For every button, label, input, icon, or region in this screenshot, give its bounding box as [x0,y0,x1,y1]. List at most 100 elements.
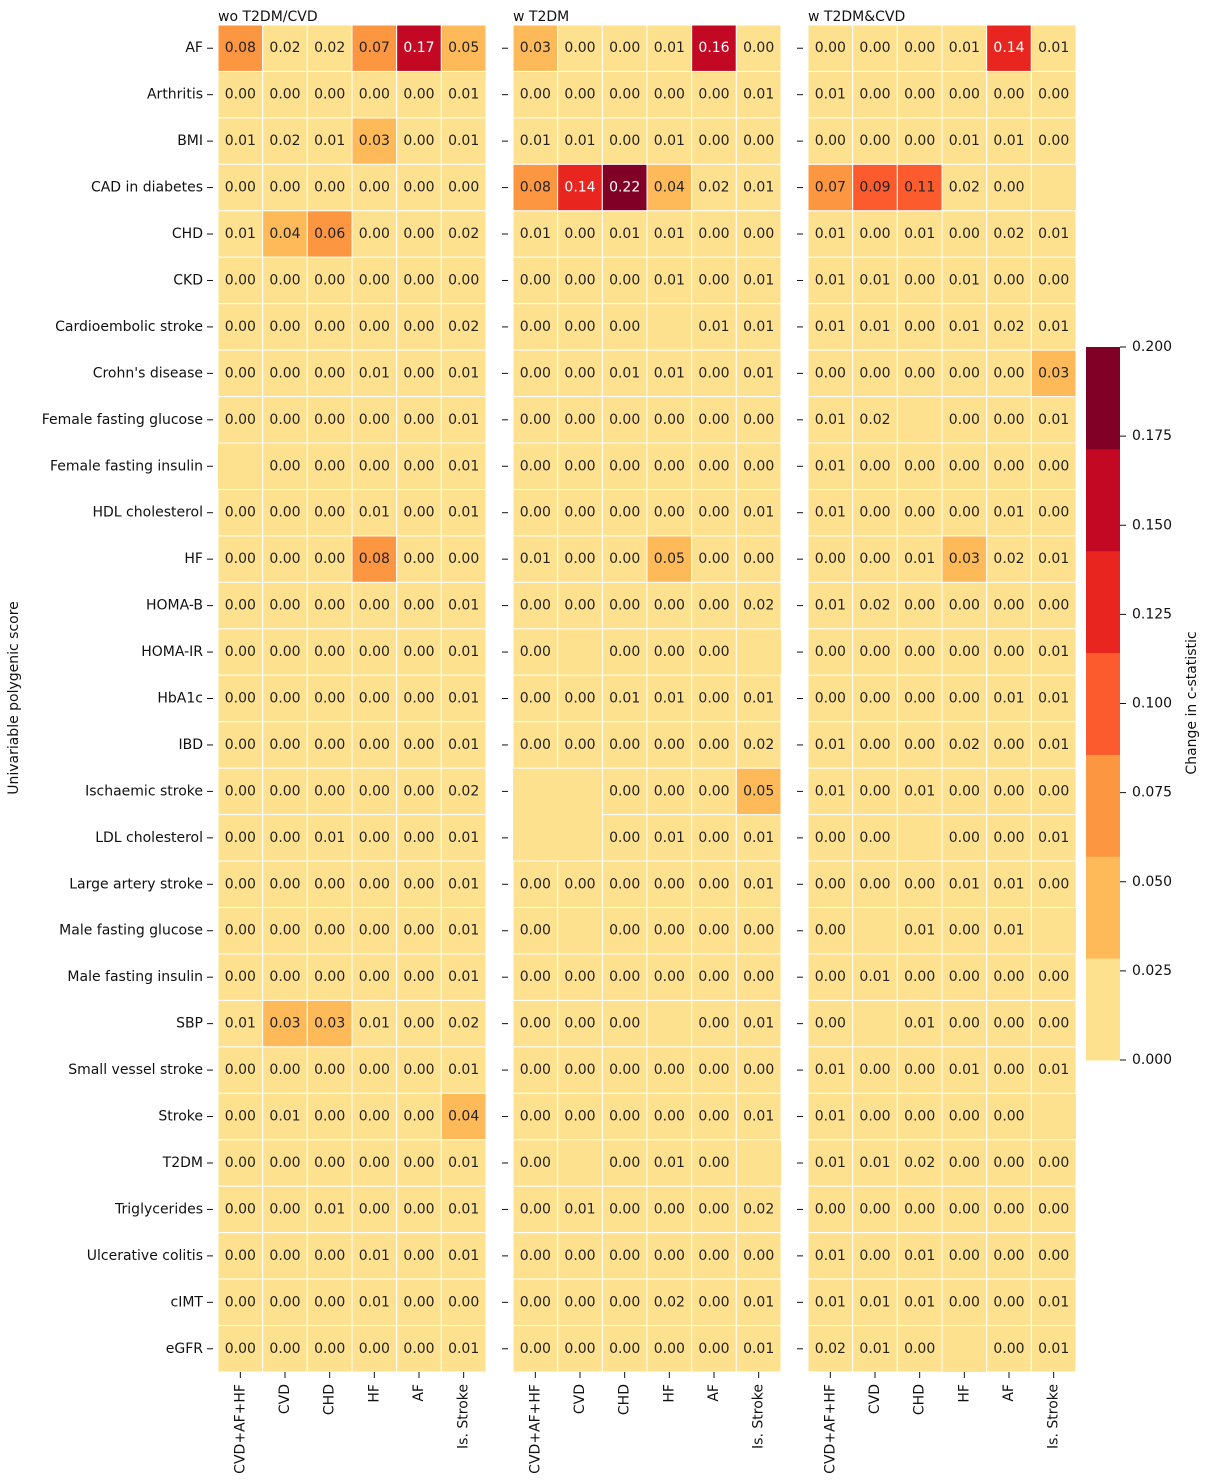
cell [896,1046,943,1094]
cell [852,256,898,305]
cell-label: 0.00 [564,1062,595,1078]
y-tick-label: IBD [178,737,203,753]
cell-label: 0.00 [609,969,640,985]
cell [735,488,782,537]
cell [601,1278,648,1327]
cell [440,1092,487,1141]
cell [735,303,782,351]
cell-label: 0.01 [448,133,479,149]
cell [396,70,442,119]
cell-label: 0.01 [448,412,479,428]
cell [1030,349,1077,398]
cell-label: 0.00 [698,598,729,614]
cell-label: 0.04 [654,180,685,196]
cell [691,907,737,955]
cell-label: 0.02 [314,40,345,56]
cell [601,1046,648,1094]
cell-label: 0.00 [269,319,300,335]
cell-label: 0.01 [448,969,479,985]
cell [896,163,943,212]
x-tick-label: AF [1001,1384,1017,1402]
cell-label: 0.00 [743,133,774,149]
cell-label: 0.00 [520,272,551,288]
cell [601,953,648,1001]
cell-label: 0.00 [609,40,640,56]
cell-label: 0.00 [993,180,1024,196]
cell-label: 0.00 [564,691,595,707]
cell [1030,953,1077,1001]
cell-label: 0.00 [359,923,390,939]
cell-label: 0.00 [225,412,256,428]
cell-label: 0.00 [609,1109,640,1125]
cell-label: 0.01 [448,876,479,892]
cell [986,721,1032,769]
cell [896,349,943,398]
cell-label: 0.01 [448,1062,479,1078]
cell-label: 0.00 [403,1155,434,1171]
cell [986,1185,1032,1234]
cell [852,303,898,351]
cell [217,349,264,398]
cell-label: 0.00 [520,1062,551,1078]
cell [557,70,603,119]
cell [351,907,398,955]
cell-label: 0.00 [225,1201,256,1217]
cell [646,1139,693,1187]
cell-label: 0.00 [654,1341,685,1357]
cell-label: 0.00 [225,319,256,335]
cell-label: 0.00 [698,1016,729,1032]
cell-label: 0.00 [698,458,729,474]
cell-label: 0.03 [1038,365,1069,381]
cell-label: 0.00 [815,923,846,939]
cell-label: 0.01 [904,1248,935,1264]
cell-label: 0.00 [359,226,390,242]
cell-label: 0.00 [564,319,595,335]
cell-label: 0.01 [654,830,685,846]
cell-label: 0.00 [225,830,256,846]
y-tick-label: HDL cholesterol [93,505,204,521]
cell-label: 0.00 [698,1062,729,1078]
colorbar-band [1086,347,1120,450]
cell-label: 0.00 [993,1248,1024,1264]
cell [807,953,854,1001]
cell-label: 0.00 [904,737,935,753]
cell [440,256,487,305]
cell [351,628,398,676]
cell-label: 0.01 [815,226,846,242]
cell [396,1046,442,1094]
cell-label: 0.00 [698,923,729,939]
cell [440,1325,487,1373]
cell-label: 0.00 [698,1109,729,1125]
cell [217,1046,264,1094]
cell-label: 0.01 [1038,1062,1069,1078]
cell-label: 0.00 [359,87,390,103]
y-tick-label: Cardioembolic stroke [55,319,203,335]
cell-label: 0.00 [564,969,595,985]
cell [807,1278,854,1327]
cell-label: 0.00 [564,458,595,474]
cell-label: 0.01 [859,319,890,335]
cell-label: 0.00 [815,551,846,567]
cell-label: 0.02 [993,319,1024,335]
cell-label: 0.01 [904,1016,935,1032]
cell-label: 0.01 [448,1248,479,1264]
cell-label: 0.00 [225,598,256,614]
cell [986,674,1032,723]
cell [1030,70,1077,119]
cell-label: 0.01 [448,458,479,474]
cell-label: 0.00 [225,691,256,707]
cell-label: 0.00 [993,365,1024,381]
cell-label: 0.01 [815,272,846,288]
cell-label: 0.07 [815,180,846,196]
cell-label: 0.00 [815,876,846,892]
cell-label: 0.00 [269,923,300,939]
cell-label: 0.00 [949,923,980,939]
cell-label: 0.00 [225,969,256,985]
cell-label: 0.00 [225,1155,256,1171]
cell-label: 0.01 [743,319,774,335]
cell [735,396,782,444]
cell [351,396,398,444]
cell [941,256,988,305]
cell-label: 0.01 [949,1062,980,1078]
